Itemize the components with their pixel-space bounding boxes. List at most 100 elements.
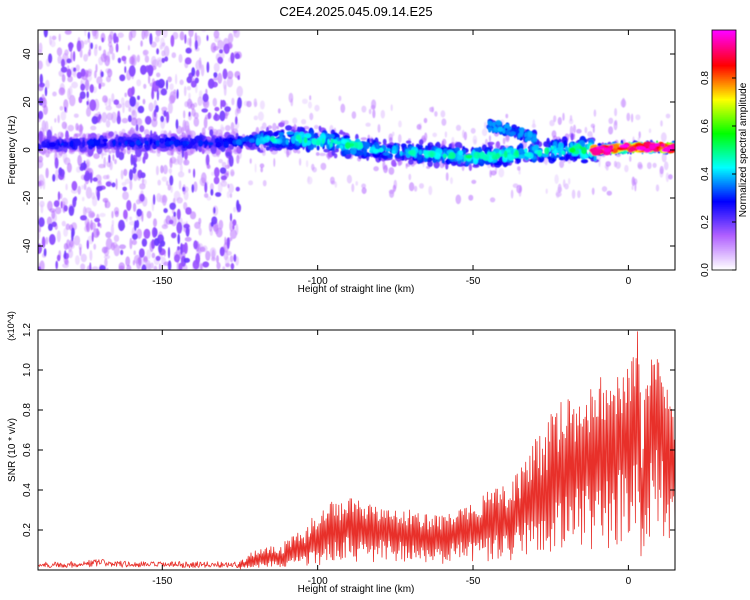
spectrogram-cell bbox=[113, 99, 120, 105]
spectrogram-cell bbox=[445, 172, 449, 181]
colorbar-segment bbox=[712, 98, 736, 101]
colorbar-segment bbox=[712, 46, 736, 49]
spectrogram-cell bbox=[65, 130, 69, 140]
spectrogram-cell bbox=[114, 159, 117, 165]
colorbar-segment bbox=[712, 114, 736, 117]
spectrogram-cell bbox=[361, 183, 366, 189]
spectrogram-cell bbox=[216, 255, 219, 264]
spectrogram-cell bbox=[106, 112, 114, 121]
spectrogram-cell bbox=[91, 30, 97, 37]
spectrogram-cell bbox=[662, 148, 669, 153]
spectrogram-cell bbox=[202, 261, 210, 268]
spectrogram-cell bbox=[638, 131, 641, 139]
colorbar-segment bbox=[712, 122, 736, 125]
spectrogram-cell bbox=[86, 221, 91, 233]
spectrogram-cell bbox=[135, 102, 139, 110]
spectrogram-cell bbox=[133, 202, 137, 212]
spectrogram-cell bbox=[360, 137, 367, 141]
colorbar-segment bbox=[712, 66, 736, 69]
spectrogram-cell bbox=[217, 39, 224, 50]
spectrogram-cell bbox=[418, 139, 424, 146]
spectrogram-cell bbox=[581, 146, 587, 155]
spectrogram-cell bbox=[387, 154, 393, 159]
spectrogram-cell bbox=[174, 254, 180, 263]
spectrogram-cell bbox=[45, 236, 49, 245]
spectrogram-cell bbox=[140, 40, 143, 47]
spectrogram-cell bbox=[272, 122, 277, 132]
spectrogram-cell bbox=[83, 206, 87, 217]
spectrogram-cell bbox=[181, 132, 187, 138]
spectrogram-cell bbox=[129, 180, 133, 191]
spectrogram-cell bbox=[215, 192, 222, 197]
spectrogram-cell bbox=[106, 174, 110, 180]
spectrogram-cell bbox=[210, 188, 214, 196]
spectrogram-cell bbox=[98, 45, 102, 51]
spectrogram-cell bbox=[49, 35, 52, 46]
spectrogram-cell bbox=[210, 42, 217, 53]
colorbar-segment bbox=[712, 102, 736, 105]
spectrogram-cell bbox=[584, 138, 588, 143]
colorbar-segment bbox=[712, 180, 736, 183]
spectrogram-cell bbox=[631, 185, 634, 190]
snr-y-tick-label: 1.2 bbox=[22, 323, 33, 337]
spectrogram-cell bbox=[509, 147, 514, 155]
spectrogram-cell bbox=[598, 157, 601, 168]
spectrogram-cell bbox=[183, 110, 186, 119]
spectrogram-cell bbox=[66, 58, 72, 64]
spectrogram-cell bbox=[213, 76, 218, 81]
spectrogram-cell bbox=[327, 138, 330, 145]
spectrogram-cell bbox=[99, 265, 106, 270]
spectrogram-cell bbox=[668, 174, 673, 180]
spectrogram-cell bbox=[219, 167, 227, 175]
spectrogram-y-tick-label: -40 bbox=[22, 238, 33, 253]
colorbar-segment bbox=[712, 162, 736, 165]
spectrogram-cell bbox=[89, 212, 96, 218]
colorbar-segment bbox=[712, 110, 736, 113]
spectrogram-cell bbox=[166, 111, 170, 123]
spectrogram-cell bbox=[334, 141, 341, 145]
colorbar-segment bbox=[712, 230, 736, 233]
spectrogram-cell bbox=[86, 107, 91, 117]
spectrogram-cell bbox=[227, 70, 234, 80]
spectrogram-cell bbox=[441, 159, 445, 164]
spectrogram-cell bbox=[76, 71, 82, 79]
spectrogram-cell bbox=[58, 167, 63, 176]
spectrogram-cell bbox=[183, 257, 190, 263]
spectrogram-cell bbox=[129, 141, 136, 146]
spectrogram-cell bbox=[229, 213, 233, 222]
colorbar-label: Normalized spectral amplitude bbox=[738, 82, 749, 217]
spectrogram-cell bbox=[144, 140, 150, 145]
spectrogram-cell bbox=[69, 94, 76, 107]
spectrogram-cell bbox=[225, 151, 231, 157]
spectrogram-cell bbox=[164, 56, 169, 62]
spectrogram-x-tick-label: -50 bbox=[466, 276, 481, 287]
spectrogram-cell bbox=[194, 32, 198, 42]
spectrogram-cell bbox=[80, 68, 86, 77]
colorbar-segment bbox=[712, 214, 736, 217]
colorbar-segment bbox=[712, 196, 736, 199]
spectrogram-cell bbox=[243, 136, 250, 142]
spectrogram-cell bbox=[84, 79, 90, 92]
spectrogram-cell bbox=[226, 237, 230, 250]
spectrogram-cell bbox=[178, 54, 183, 63]
spectrogram-cell bbox=[226, 191, 230, 199]
spectrogram-cell bbox=[302, 98, 308, 105]
spectrogram-cell bbox=[134, 220, 137, 231]
spectrogram-cell bbox=[488, 135, 492, 142]
spectrogram-cell bbox=[90, 125, 97, 131]
spectrogram-cell bbox=[418, 150, 422, 155]
spectrogram-cell bbox=[153, 238, 160, 246]
spectrogram-cell bbox=[142, 49, 149, 56]
colorbar-segment bbox=[712, 106, 736, 109]
spectrogram-cell bbox=[230, 263, 235, 270]
spectrogram-cell bbox=[133, 163, 137, 168]
spectrogram-cell bbox=[171, 52, 177, 59]
colorbar-segment bbox=[712, 36, 736, 39]
spectrogram-cell bbox=[177, 153, 183, 166]
spectrogram-cell bbox=[185, 47, 192, 54]
spectrogram-cell bbox=[130, 153, 134, 166]
spectrogram-cell bbox=[398, 120, 402, 128]
spectrogram-cell bbox=[429, 151, 434, 158]
spectrogram-cell bbox=[408, 159, 414, 165]
